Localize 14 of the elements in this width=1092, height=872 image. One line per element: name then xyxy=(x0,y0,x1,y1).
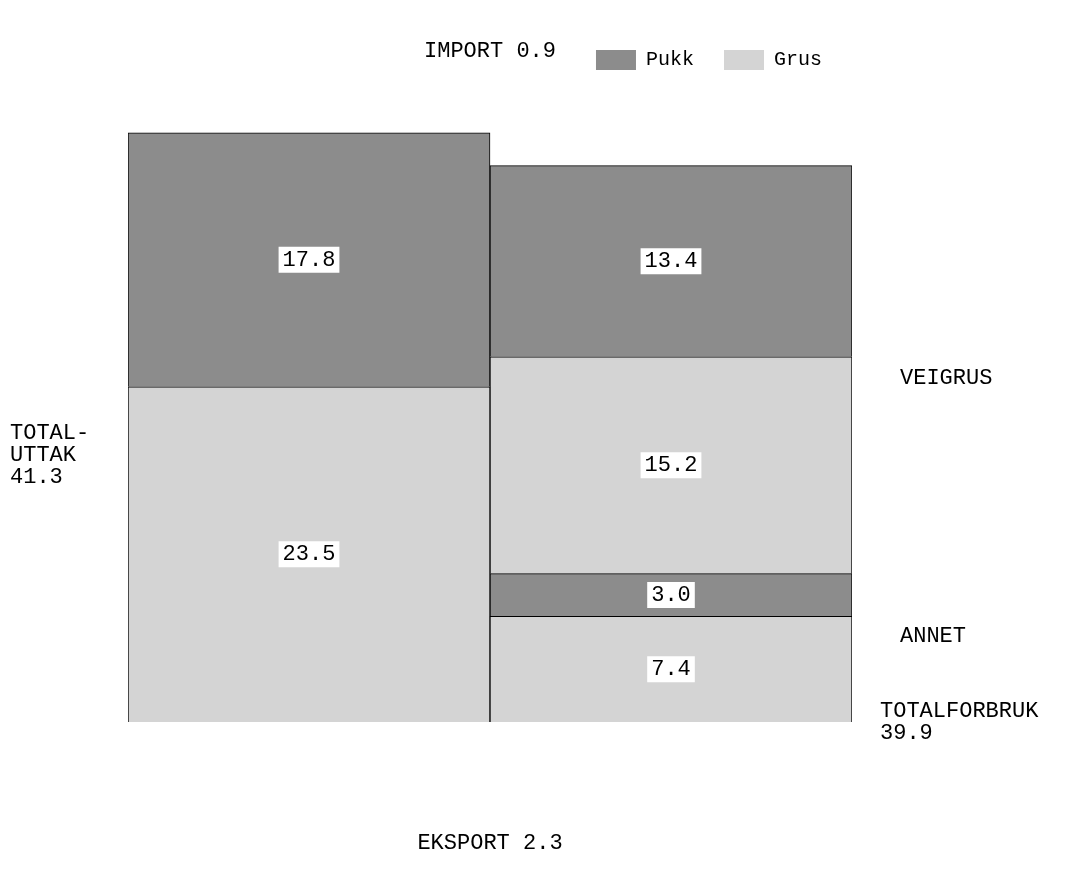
legend-label: Pukk xyxy=(645,48,694,72)
text: VEIGRUS xyxy=(900,365,993,391)
text: TOTAL- UTTAK 41.3 xyxy=(10,420,90,490)
text: EKSPORT 2.3 xyxy=(417,830,563,856)
data-label: 17.8 xyxy=(282,247,336,273)
legend-label: Grus xyxy=(773,48,823,72)
text: IMPORT 0.9 xyxy=(423,38,557,64)
data-label: 15.2 xyxy=(644,453,698,479)
text: ANNET xyxy=(900,623,967,649)
data-label: 3.0 xyxy=(651,582,691,608)
data-label: 13.4 xyxy=(644,249,698,275)
data-label: 7.4 xyxy=(651,657,691,683)
data-label: 23.5 xyxy=(282,542,336,568)
text: TOTALFORBRUK 39.9 xyxy=(880,698,1040,746)
